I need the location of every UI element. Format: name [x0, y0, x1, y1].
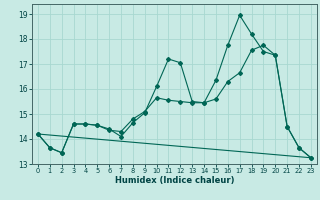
- X-axis label: Humidex (Indice chaleur): Humidex (Indice chaleur): [115, 176, 234, 185]
